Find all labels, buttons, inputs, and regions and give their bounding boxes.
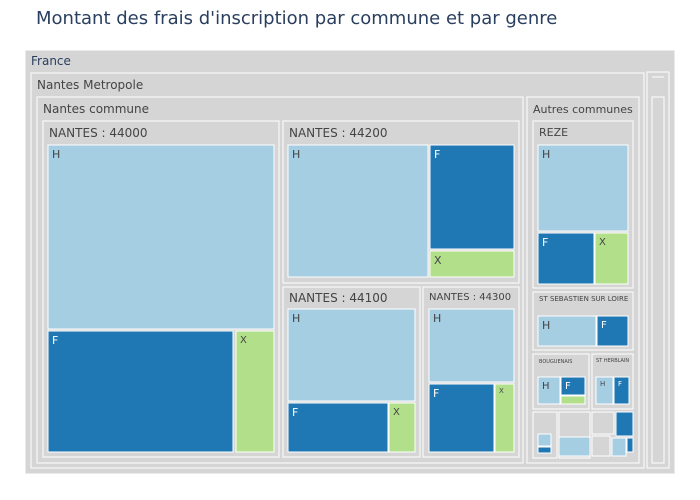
treemap-leaf-label-reze-f: F [542,236,548,249]
treemap-label-france: France [31,54,71,68]
treemap-leaf-label-bouguenais-f: F [565,381,571,392]
treemap-label-nantes-44100: NANTES : 44100 [289,291,388,305]
treemap-leaf-label-nantes-44100-f: F [292,406,298,419]
treemap-leaf-label-nantes-44300-x: X [499,387,504,395]
treemap-small-commune-8[interactable] [591,435,611,457]
treemap-label-nantes-44200: NANTES : 44200 [289,126,388,140]
treemap-leaf-st-sebastien-sur-loire-h[interactable] [537,315,597,347]
treemap-leaf-st-herblain-f[interactable] [613,376,630,405]
treemap-label-bouguenais: BOUGUENAIS [539,359,572,365]
treemap-leaf-label-nantes-44000-h: H [52,148,60,161]
treemap-leaf-nantes-44200-h[interactable] [287,144,429,278]
treemap-leaf-label-st-herblain-h: H [600,380,605,388]
treemap-side-panel [646,71,670,469]
treemap-small-commune-5[interactable] [537,433,552,447]
treemap-small-commune-6[interactable] [537,446,552,454]
treemap-label-autres-communes: Autres communes [533,103,633,116]
treemap-leaf-label-nantes-44200-x: X [434,254,442,267]
treemap-leaf-label-nantes-44200-f: F [434,148,440,161]
treemap-leaf-label-reze-x: X [599,237,606,248]
treemap-leaf-nantes-44100-f[interactable] [287,402,389,453]
treemap-leaf-label-st-sebastien-sur-loire-f: F [601,320,607,331]
treemap-leaf-label-st-herblain-f: F [618,380,622,388]
treemap-leaf-label-nantes-44000-f: F [52,334,58,347]
treemap-leaf-nantes-44000-f[interactable] [47,330,234,453]
treemap-label-st-sebastien-sur-loire: ST SEBASTIEN SUR LOIRE [539,295,628,303]
treemap-label-nantes-commune: Nantes commune [43,102,149,116]
treemap-leaf-bouguenais-x[interactable] [560,395,586,405]
treemap-leaf-nantes-44100-x[interactable] [388,402,416,453]
treemap-leaf-nantes-44100-h[interactable] [287,308,416,402]
treemap-leaf-label-nantes-44100-x: X [393,407,400,418]
treemap-leaf-nantes-44300-h[interactable] [428,308,515,383]
chart-title: Montant des frais d'inscription par comm… [36,8,558,29]
treemap-label-nantes-44300: NANTES : 44300 [429,292,511,303]
treemap-small-commune-7[interactable] [558,436,591,457]
treemap-label-reze: REZE [539,126,568,139]
treemap-leaf-nantes-44200-f[interactable] [429,144,515,250]
treemap-leaf-label-nantes-44000-x: X [240,335,247,346]
treemap-side-panel-inner [651,96,665,464]
treemap-leaf-label-nantes-44200-h: H [292,148,300,161]
treemap-leaf-reze-h[interactable] [537,144,629,232]
treemap-leaf-nantes-44000-x[interactable] [235,330,275,453]
treemap-leaf-st-sebastien-sur-loire-f[interactable] [596,315,629,347]
treemap-leaf-label-reze-h: H [542,148,550,161]
treemap-leaf-label-nantes-44300-f: F [433,387,439,400]
treemap-label-nantes-metropole: Nantes Metropole [37,78,143,92]
treemap-small-commune-10[interactable] [626,437,634,453]
treemap-small-commune-4[interactable] [615,411,634,437]
treemap-leaf-nantes-44000-h[interactable] [47,144,275,330]
treemap-leaf-label-bouguenais-h: H [542,381,550,392]
treemap-leaf-reze-x[interactable] [594,232,629,285]
treemap-label-nantes-44000: NANTES : 44000 [49,126,148,140]
treemap-leaf-label-st-sebastien-sur-loire-h: H [542,319,550,332]
treemap-leaf-nantes-44300-x[interactable] [494,383,515,453]
treemap-leaf-reze-f[interactable] [537,232,595,285]
treemap-leaf-label-nantes-44300-h: H [433,312,441,325]
treemap-leaf-nantes-44200-x[interactable] [429,250,515,278]
treemap-leaf-st-herblain-h[interactable] [595,376,614,405]
treemap-leaf-bouguenais-h[interactable] [537,376,561,405]
treemap-leaf-label-nantes-44100-h: H [292,312,300,325]
treemap-label-st-herblain: ST HERBLAIN [596,358,629,364]
treemap-leaf-nantes-44300-f[interactable] [428,383,495,453]
treemap-leaf-bouguenais-f[interactable] [560,376,586,396]
treemap-small-commune-3[interactable] [591,411,615,435]
treemap-small-commune-9[interactable] [611,437,627,457]
